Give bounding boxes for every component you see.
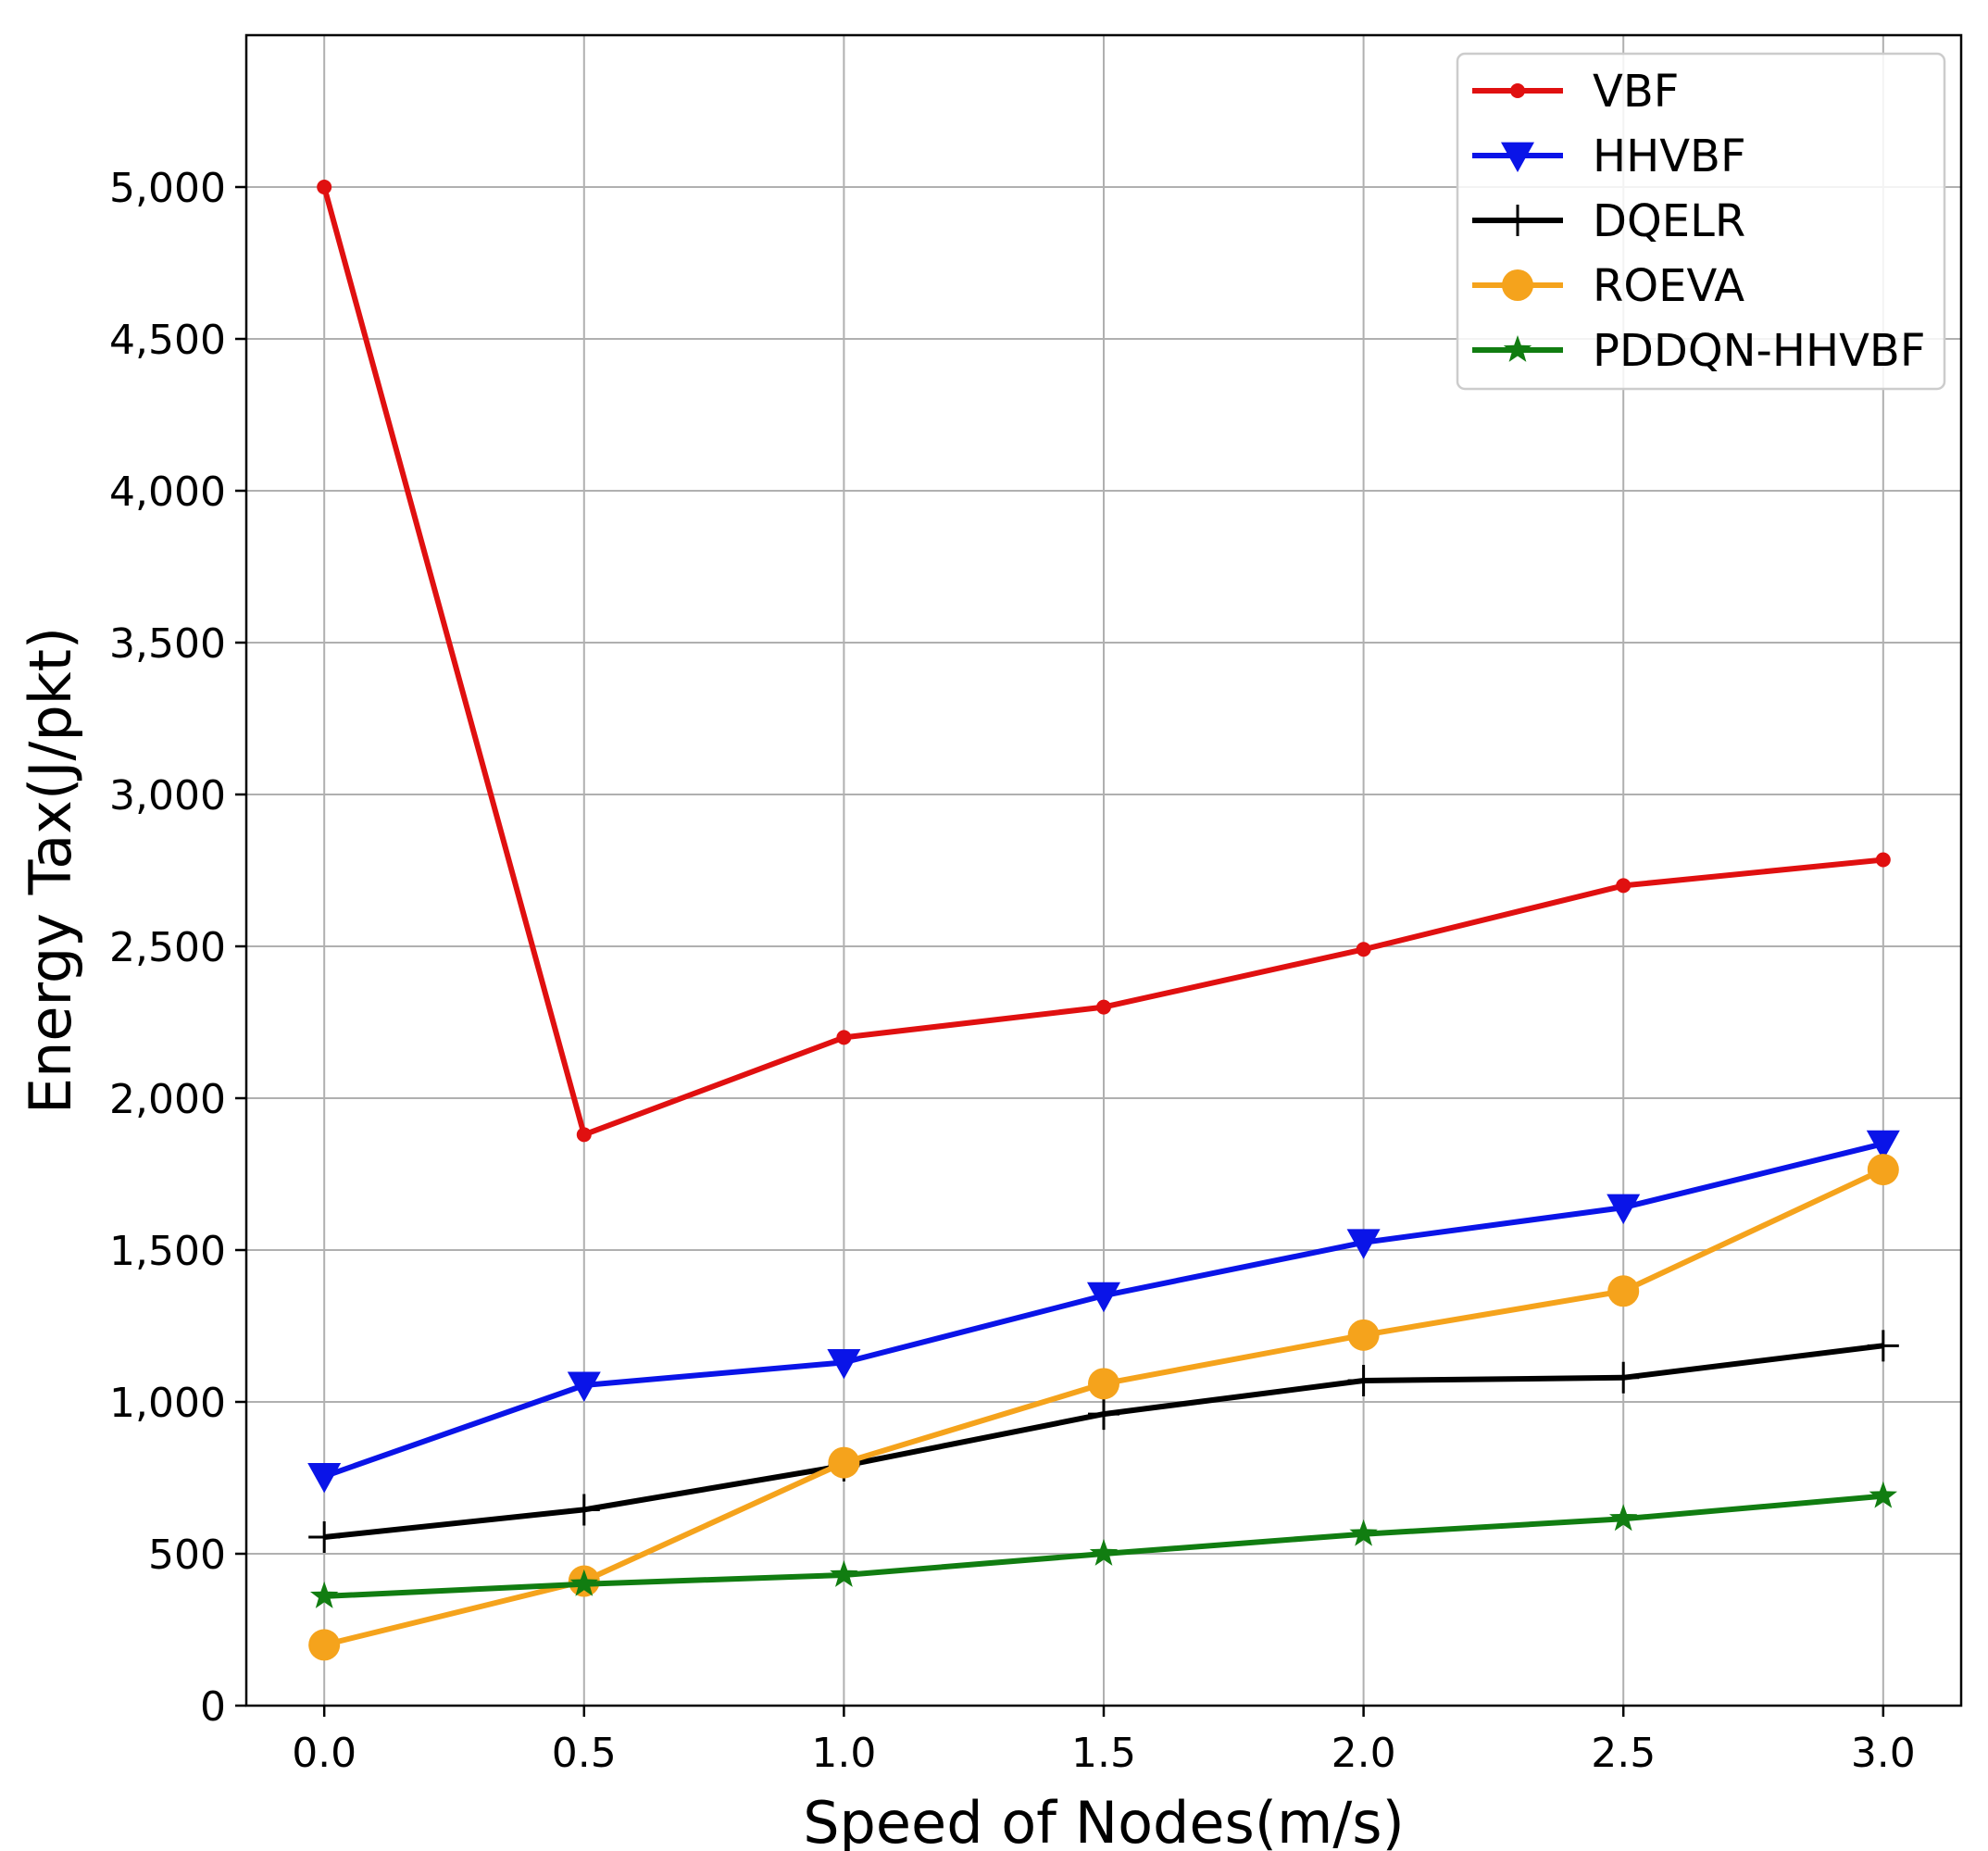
y-tick-label: 4,500 xyxy=(109,317,226,364)
y-tick-label: 4,000 xyxy=(109,469,226,516)
y-tick-label: 5,000 xyxy=(109,165,226,212)
legend: VBF HHVBF DQELR ROEVA PDDQN-HHVBF xyxy=(1456,52,1946,391)
x-axis-label: Speed of Nodes(m/s) xyxy=(803,1789,1405,1851)
series-group xyxy=(307,180,1900,1661)
y-tick-label: 2,000 xyxy=(109,1076,226,1123)
legend-label: DQELR xyxy=(1593,195,1745,247)
legend-marker xyxy=(1503,335,1532,362)
x-tick-label: 1.5 xyxy=(1071,1730,1136,1777)
data-point xyxy=(568,1494,600,1526)
data-point xyxy=(1088,1368,1119,1400)
legend-label: PDDQN-HHVBF xyxy=(1593,325,1925,377)
x-tick-label: 0.5 xyxy=(552,1730,617,1777)
data-point xyxy=(1607,1275,1640,1307)
data-point xyxy=(576,1127,592,1143)
x-tick-label: 3.0 xyxy=(1851,1730,1916,1777)
data-point xyxy=(569,1569,598,1596)
y-tick-label: 1,500 xyxy=(109,1228,226,1275)
data-point xyxy=(1356,942,1371,957)
tick-labels: 0.0 0.5 1.0 1.5 2.0 2.5 3.0 0 500 1,000 1,500 2,000… xyxy=(109,165,1916,1777)
data-point xyxy=(1087,1282,1120,1313)
legend-item: DQELR xyxy=(1472,195,1745,247)
y-tick-label: 2,500 xyxy=(109,924,226,971)
x-tick-label: 2.5 xyxy=(1591,1730,1656,1777)
legend-label: VBF xyxy=(1593,66,1679,118)
data-point xyxy=(1346,1229,1381,1259)
data-point xyxy=(1088,1398,1119,1431)
legend-box xyxy=(1456,52,1946,391)
data-point xyxy=(1349,1519,1378,1546)
legend-item: HHVBF xyxy=(1472,131,1746,182)
y-tick-label: 0 xyxy=(200,1683,226,1731)
x-tick-label: 1.0 xyxy=(811,1730,876,1777)
data-point xyxy=(308,1629,341,1661)
legend-label: HHVBF xyxy=(1593,131,1746,182)
data-point xyxy=(1867,1154,1899,1186)
legend-marker xyxy=(1502,205,1533,236)
data-point xyxy=(1347,1319,1380,1351)
y-tick-label: 500 xyxy=(148,1532,226,1579)
data-point xyxy=(828,1446,860,1479)
data-point xyxy=(1867,1330,1899,1362)
data-point xyxy=(836,1030,852,1045)
y-axis-label: Energy Tax(J/pkt) xyxy=(17,627,84,1114)
legend-item: ROEVA xyxy=(1472,260,1744,312)
legend-item: VBF xyxy=(1472,66,1679,118)
data-point xyxy=(1616,878,1632,894)
y-tick-label: 3,000 xyxy=(109,772,226,819)
legend-item: PDDQN-HHVBF xyxy=(1472,325,1925,377)
data-point xyxy=(1096,999,1111,1015)
x-tick-label: 2.0 xyxy=(1332,1730,1396,1777)
data-point xyxy=(1609,1504,1638,1532)
data-point xyxy=(317,180,332,194)
data-point xyxy=(830,1560,858,1587)
data-point xyxy=(1089,1539,1119,1566)
data-point xyxy=(1607,1194,1641,1225)
legend-marker xyxy=(1502,269,1533,301)
legend-marker xyxy=(1501,142,1534,172)
data-point xyxy=(827,1348,861,1380)
data-point xyxy=(567,1371,601,1402)
series-pddqn-hhvbf xyxy=(310,1481,1897,1608)
series-vbf xyxy=(317,180,1891,1143)
data-point xyxy=(1866,1130,1900,1161)
x-tick-label: 0.0 xyxy=(292,1730,356,1777)
y-tick-label: 3,500 xyxy=(109,620,226,668)
legend-marker xyxy=(1510,83,1525,98)
data-point xyxy=(307,1462,342,1494)
data-point xyxy=(1869,1481,1897,1508)
series-hhvbf xyxy=(307,1130,1900,1494)
data-point xyxy=(1347,1365,1380,1397)
data-point xyxy=(1607,1361,1640,1394)
legend-label: ROEVA xyxy=(1593,260,1744,312)
data-point xyxy=(308,1520,341,1553)
data-point xyxy=(310,1581,339,1608)
data-point xyxy=(1875,852,1891,868)
y-tick-label: 1,000 xyxy=(109,1380,226,1427)
